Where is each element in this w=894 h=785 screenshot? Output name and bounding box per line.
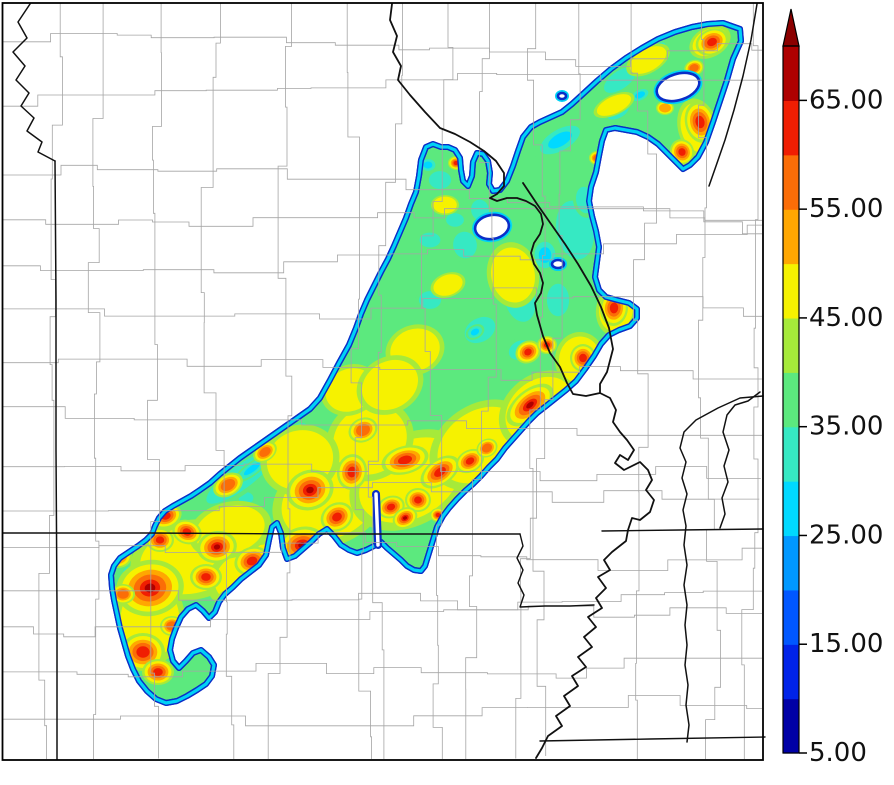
contour-patch-cyan <box>470 328 480 336</box>
state-border-line <box>679 395 764 743</box>
contour-patch-r <box>246 556 258 566</box>
colorbar-segment <box>783 209 799 265</box>
colorbar-segment <box>783 100 799 156</box>
colorbar-segment <box>783 535 799 591</box>
state-border-line <box>708 3 758 187</box>
contour-patch-teal <box>446 213 464 227</box>
contour-patch-r <box>155 536 165 544</box>
contour-patch-r <box>201 573 211 581</box>
contour-patch-cyan <box>243 462 261 476</box>
contour-patch-teal <box>546 283 570 317</box>
colorbar-segment <box>783 317 799 373</box>
colorbar-tick-label: 65.00 <box>809 85 883 115</box>
state-border-line <box>389 3 655 759</box>
contour-patch-o <box>481 443 493 453</box>
colorbar-outline <box>782 45 800 754</box>
contour-patch-r <box>386 503 396 511</box>
contour-patch-cyan <box>548 131 572 149</box>
contour-patch-y <box>433 196 457 214</box>
contour-patch-r <box>153 668 163 676</box>
region-rim-inner <box>109 21 743 705</box>
contour-patch-dr <box>306 486 314 494</box>
colorbar-tick-label: 45.00 <box>809 303 883 333</box>
contour-patch-r <box>136 646 150 658</box>
contour-patch-r <box>453 160 459 166</box>
colorbar-tick-label: 35.00 <box>809 412 883 442</box>
contour-patch-cyan <box>423 161 433 169</box>
contour-patch-y <box>361 359 419 411</box>
colorbar: 65.00 55.00 45.00 35.00 25.00 15.00 5.00 <box>782 8 883 768</box>
contour-patch-am <box>659 103 671 113</box>
contour-patch-teal <box>419 232 441 248</box>
contour-patch-r <box>414 496 422 504</box>
contour-patch-r <box>435 512 441 518</box>
colorbar-segment <box>783 698 799 754</box>
state-border-line <box>522 182 614 394</box>
contour-patch-o <box>117 589 129 599</box>
contour-patch-r <box>695 115 705 129</box>
state-border-line <box>719 391 761 529</box>
state-borders-and-rivers <box>2 3 766 760</box>
contour-patch-dr <box>526 401 534 409</box>
state-border-line <box>2 532 521 535</box>
contour-patch-r <box>397 455 413 465</box>
contour-patch-r <box>609 302 619 314</box>
contour-patch-r <box>678 148 686 156</box>
contour-patch-r <box>707 37 717 47</box>
contour-patch-y <box>490 247 536 303</box>
contour-patch-teal <box>428 171 452 189</box>
lake-hole <box>556 91 568 101</box>
colorbar-segment <box>783 481 799 537</box>
contour-patch-o <box>259 446 271 458</box>
colorbar-tick-label: 25.00 <box>809 520 883 550</box>
colorbar-segment <box>783 263 799 319</box>
colorbar-segment <box>783 46 799 101</box>
map-frame <box>1 2 764 761</box>
contour-patch-teal <box>453 231 477 259</box>
contour-patch-o <box>689 64 699 72</box>
colorbar-segment <box>783 426 799 482</box>
state-border-line <box>539 736 766 742</box>
county-boundaries <box>2 3 762 759</box>
state-border-line <box>516 533 595 608</box>
colorbar-tick-label: 55.00 <box>809 194 883 224</box>
contour-patch-r <box>332 512 342 522</box>
contour-patch-dr <box>403 516 407 520</box>
colorbar-segment <box>783 372 799 428</box>
lake-hole <box>550 258 566 270</box>
contour-patch-o <box>356 423 370 437</box>
colorbar-segment <box>783 589 799 645</box>
colorbar-segment <box>783 644 799 700</box>
colorbar-segment <box>783 154 799 210</box>
contour-patch-dr <box>213 544 221 550</box>
contour-patch-r <box>579 353 587 363</box>
state-border-line <box>12 3 56 162</box>
contour-patch-y <box>596 94 632 116</box>
contour-patches <box>111 25 731 685</box>
boundary-slit <box>372 490 382 549</box>
contour-patch-r <box>524 348 532 356</box>
contour-patch-y <box>433 274 463 296</box>
state-border-line <box>54 160 58 760</box>
contour-patch-dr <box>144 583 156 593</box>
colorbar-tick-label: 5.00 <box>809 738 867 768</box>
colorbar-tick-label: 15.00 <box>809 629 883 659</box>
contour-patch-r <box>434 467 446 477</box>
contour-patch-r <box>465 457 475 465</box>
